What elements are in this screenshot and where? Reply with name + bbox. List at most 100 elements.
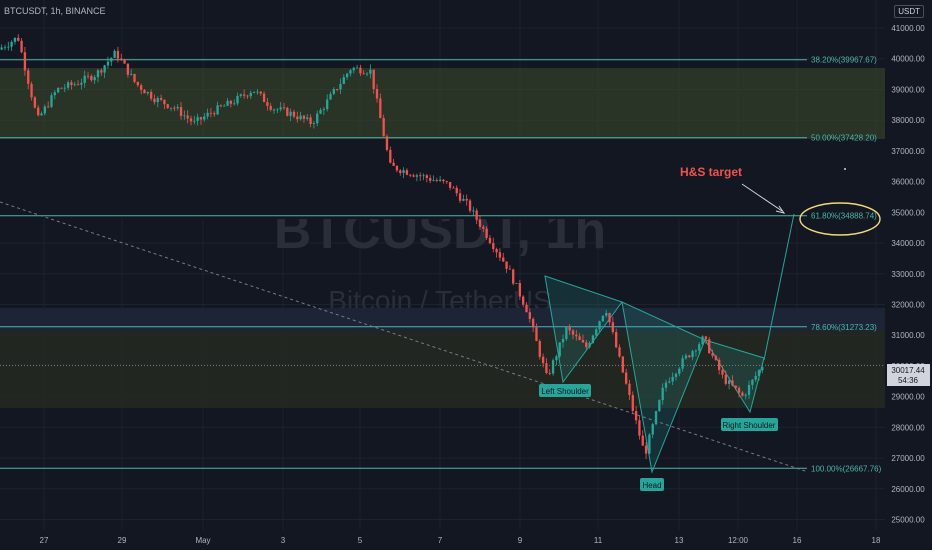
candle-up (691, 351, 694, 357)
time-axis[interactable] (0, 530, 885, 550)
candle-down (448, 181, 452, 188)
candle-down (23, 52, 27, 71)
target-arrowhead-icon (775, 205, 786, 214)
candle-down (482, 226, 485, 229)
candle-down (419, 175, 422, 177)
candle-up (326, 99, 329, 110)
candle-down (153, 98, 156, 103)
candle-down (86, 75, 90, 77)
price-tick-label: 38000.00 (891, 116, 925, 125)
candle-down (309, 117, 312, 124)
candle-up (146, 91, 149, 94)
target-ellipse (799, 202, 881, 236)
candle-down (618, 347, 621, 357)
candle-down (442, 179, 445, 182)
candle-up (7, 46, 10, 48)
candle-up (56, 87, 60, 93)
candle-down (159, 98, 163, 100)
candle-down (30, 83, 33, 98)
candle-up (342, 77, 345, 84)
candle-up (306, 117, 309, 119)
candle-down (120, 58, 123, 60)
candle-up (169, 107, 173, 109)
candle-up (196, 117, 199, 121)
candle-down (475, 210, 478, 220)
candle-up (156, 98, 159, 103)
candle-down (724, 374, 727, 384)
candle-up (322, 109, 326, 110)
candle-up (555, 356, 558, 361)
candle-up (312, 123, 316, 125)
candle-up (751, 379, 754, 385)
candle-down (452, 187, 455, 189)
candle-up (183, 115, 186, 117)
candle-down (173, 107, 176, 109)
price-axis[interactable] (885, 0, 932, 550)
candle-countdown: 54:36 (898, 376, 919, 385)
candle-down (518, 283, 522, 297)
candle-down (631, 395, 634, 411)
candle-up (558, 342, 561, 357)
candle-down (734, 385, 737, 389)
time-tick-label: 27 (40, 536, 49, 545)
candle-down (362, 73, 365, 75)
candle-down (189, 118, 193, 122)
candle-up (66, 82, 70, 88)
candle-down (382, 118, 385, 137)
candlestick-series (0, 34, 764, 460)
candle-down (123, 59, 126, 64)
candle-down (478, 219, 482, 227)
candle-down (409, 174, 412, 176)
candle-down (60, 87, 63, 89)
candle-down (505, 261, 508, 269)
candle-up (223, 105, 226, 107)
candle-down (545, 363, 548, 373)
candle-down (242, 94, 246, 96)
price-tick-label: 28000.00 (891, 423, 925, 432)
candle-down (412, 175, 415, 177)
candle-up (701, 336, 704, 345)
fib-label: 78.60%(31273.23) (811, 323, 877, 332)
candle-up (698, 344, 701, 351)
currency-badge[interactable]: USDT (894, 5, 924, 18)
fib-label: 61.80%(34888.74) (811, 212, 877, 221)
candle-up (678, 368, 681, 374)
price-tick-label: 40000.00 (891, 55, 925, 64)
head-badge (640, 478, 664, 491)
time-tick-label: 12:00 (728, 536, 749, 545)
candle-down (528, 312, 531, 319)
candle-down (688, 355, 691, 357)
head-triangle (621, 301, 706, 474)
candle-up (462, 198, 465, 201)
candle-down (405, 170, 409, 175)
time-tick-label: 9 (518, 536, 523, 545)
candle-down (641, 435, 644, 446)
candle-down (37, 107, 40, 116)
time-tick-label: 16 (793, 536, 802, 545)
candle-up (349, 70, 352, 74)
candle-up (365, 73, 369, 75)
candle-down (498, 252, 502, 258)
candle-down (624, 372, 628, 384)
candle-down (525, 304, 528, 313)
candle-down (711, 353, 714, 356)
candle-down (143, 89, 146, 94)
candle-down (292, 111, 296, 117)
candle-up (651, 424, 654, 435)
price-tick-label: 27000.00 (891, 454, 925, 463)
candle-down (259, 91, 262, 94)
candle-up (176, 107, 179, 109)
candle-down (611, 322, 615, 333)
candle-up (605, 313, 608, 316)
candle-down (389, 149, 392, 163)
symbol-header: BTCUSDT, 1h, BINANCE (4, 6, 106, 16)
time-tick-label: 3 (281, 536, 286, 545)
candle-up (203, 116, 206, 120)
candle-up (216, 105, 219, 115)
candle-down (435, 180, 438, 181)
candle-up (130, 73, 133, 75)
candle-down (229, 100, 233, 104)
candle-down (531, 318, 535, 328)
